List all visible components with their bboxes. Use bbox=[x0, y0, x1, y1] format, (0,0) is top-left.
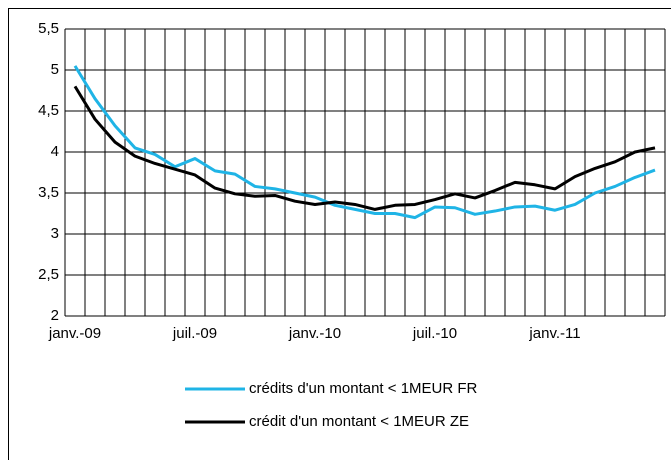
y-tick-label: 2 bbox=[51, 307, 59, 324]
y-tick-label: 3,5 bbox=[38, 184, 59, 201]
legend-label: crédits d'un montant < 1MEUR FR bbox=[249, 380, 478, 397]
y-tick-label: 2,5 bbox=[38, 266, 59, 283]
x-tick-label: juil.-09 bbox=[172, 325, 217, 342]
x-tick-label: janv.-10 bbox=[288, 325, 341, 342]
legend-label: crédit d'un montant < 1MEUR ZE bbox=[249, 413, 469, 430]
y-tick-label: 4,5 bbox=[38, 102, 59, 119]
x-tick-label: janv.-09 bbox=[48, 325, 101, 342]
y-tick-label: 5,5 bbox=[38, 20, 59, 37]
y-tick-label: 3 bbox=[51, 225, 59, 242]
x-tick-label: juil.-10 bbox=[412, 325, 457, 342]
x-tick-label: janv.-11 bbox=[528, 325, 580, 342]
y-tick-label: 4 bbox=[51, 143, 59, 160]
y-tick-label: 5 bbox=[51, 61, 59, 78]
